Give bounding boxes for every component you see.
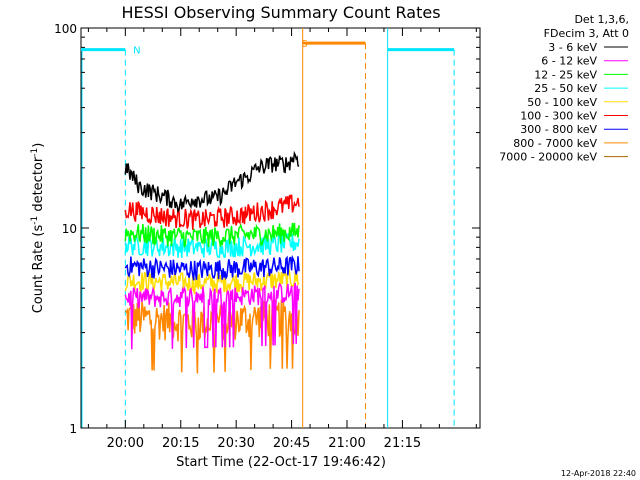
x-tick-label-2: 20:30 xyxy=(217,436,254,451)
x-tick-label-3: 20:45 xyxy=(273,436,310,451)
x-tick-label-0: 20:00 xyxy=(107,436,144,451)
legend-label-0: 3 - 6 keV xyxy=(548,41,597,54)
legend-label-7: 800 - 7000 keV xyxy=(513,137,597,150)
orbit-markers: NS xyxy=(81,28,455,428)
legend-label-1: 6 - 12 keV xyxy=(541,55,597,68)
series-line-2 xyxy=(124,222,300,248)
x-tick-label-5: 21:15 xyxy=(384,436,421,451)
x-axis-label: Start Time (22-Oct-17 19:46:42) xyxy=(176,455,386,470)
y-tick-label-2: 100 xyxy=(54,22,77,36)
x-tick-label-1: 20:15 xyxy=(162,436,199,451)
axis-ticks: 1 10 100 20:00 20:15 20:30 20:45 21:00 21:15 xyxy=(54,22,480,451)
y-tick-label-0: 1 xyxy=(69,422,77,436)
legend-label-8: 7000 - 20000 keV xyxy=(499,151,597,164)
annotation-n: N xyxy=(133,46,140,57)
series-line-1 xyxy=(124,282,300,350)
legend-label-4: 50 - 100 keV xyxy=(527,96,597,109)
x-tick-label-4: 21:00 xyxy=(328,436,365,451)
legend-label-6: 300 - 800 keV xyxy=(520,123,597,136)
y-tick-label-1: 10 xyxy=(62,222,77,236)
footer-date: 12-Apr-2018 22:40 xyxy=(561,469,636,478)
series-group xyxy=(124,150,300,374)
legend-label-3: 25 - 50 keV xyxy=(534,82,597,95)
legend-header-line-2: FDecim 3, Att 0 xyxy=(544,27,629,40)
series-line-5 xyxy=(124,194,300,230)
series-line-0 xyxy=(124,150,300,214)
legend-label-2: 12 - 25 keV xyxy=(534,68,597,81)
annotation-s: S xyxy=(301,39,307,50)
legend-label-5: 100 - 300 keV xyxy=(520,110,597,123)
y-axis-label: Count Rate (s-1 detector-1) xyxy=(30,143,46,314)
legend-header-line-1: Det 1,3,6, xyxy=(574,13,629,26)
chart-title: HESSI Observing Summary Count Rates xyxy=(121,3,440,22)
series-line-6 xyxy=(124,254,300,281)
